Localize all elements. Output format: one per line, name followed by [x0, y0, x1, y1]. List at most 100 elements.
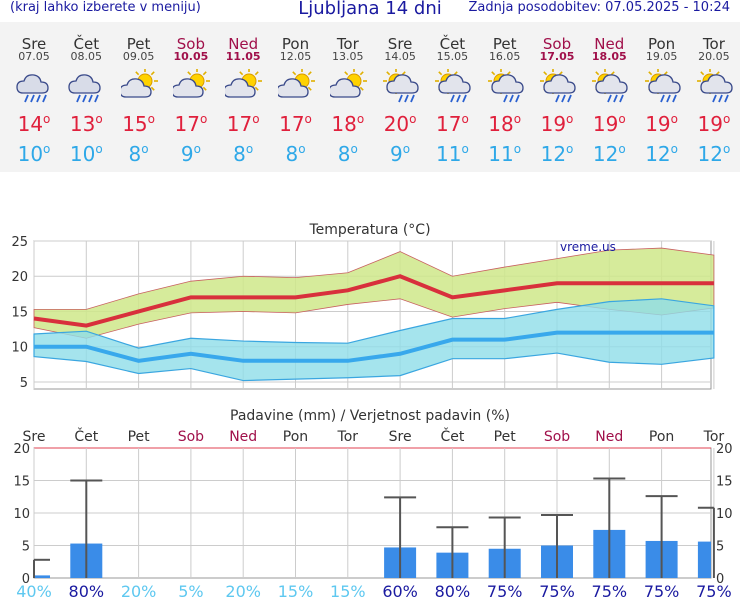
y-tick-label: 15	[13, 475, 30, 490]
sun-cloud-icon	[172, 69, 210, 98]
precipitation-chart: Padavine (mm) / Verjetnost padavin (%) Sr…	[13, 408, 733, 600]
max-temperature: 18o	[479, 112, 531, 136]
min-temperature: 10o	[8, 142, 60, 166]
day-name: Pon	[281, 35, 310, 53]
max-temperature-value: 17	[226, 112, 253, 136]
day-date: 20.05	[698, 50, 730, 63]
degree-symbol: o	[43, 142, 51, 156]
max-temperature-value: 17	[279, 112, 305, 136]
degree-symbol: o	[402, 142, 411, 156]
max-temperature-value: 20	[383, 112, 410, 136]
x-tick-label: Pon	[649, 429, 674, 445]
day-date: 13.05	[332, 50, 364, 63]
day-date: 12.05	[279, 50, 312, 63]
degree-symbol: o	[356, 112, 365, 126]
max-temperature-value: 19	[697, 112, 723, 136]
day-date: 16.05	[488, 50, 521, 63]
x-tick-label: Čet	[74, 427, 98, 445]
degree-symbol: o	[193, 142, 201, 156]
day-name: Tor	[336, 35, 359, 53]
page-title: Ljubljana 14 dni	[298, 0, 442, 19]
precipitation-chart-title: Padavine (mm) / Verjetnost padavin (%)	[230, 408, 510, 424]
rain-cloud-icon	[68, 74, 101, 103]
x-tick-label: Sre	[389, 429, 412, 445]
min-temperature-value: 9	[390, 142, 403, 166]
y-tick-label-right: 0	[716, 572, 724, 587]
sun-rain-icon	[696, 69, 733, 103]
day-name: Pet	[492, 35, 517, 53]
max-temperature-value: 19	[645, 112, 671, 136]
min-temperature: 8o	[322, 142, 374, 166]
day-name: Sre	[21, 35, 47, 53]
y-tick-label: 5	[20, 376, 28, 391]
degree-symbol: o	[245, 142, 254, 156]
degree-symbol: o	[513, 112, 522, 126]
y-tick-label: 25	[11, 235, 28, 250]
max-temperature: 13o	[60, 112, 112, 136]
day-date: 17.05	[539, 50, 575, 63]
degree-symbol: o	[670, 112, 678, 126]
min-temperature-value: 12	[592, 142, 619, 166]
max-temperature-value: 14	[17, 112, 44, 136]
min-temperature: 12o	[531, 142, 583, 166]
degree-symbol: o	[409, 112, 417, 126]
degree-symbol: o	[513, 142, 522, 156]
degree-symbol: o	[461, 142, 469, 156]
min-temperature-value: 8	[233, 142, 246, 166]
degree-symbol: o	[298, 142, 306, 156]
precipitation-range-whisker	[33, 558, 50, 578]
min-temperature-value: 10	[69, 142, 96, 166]
precipitation-range-whisker	[384, 496, 417, 578]
precipitation-probability-label: 75%	[592, 582, 628, 600]
max-temperature: 14o	[8, 112, 60, 136]
min-temperature-range-band	[33, 298, 715, 382]
max-temperature: 17o	[217, 112, 269, 136]
max-temperature: 17o	[165, 112, 217, 136]
min-temperature-value: 8	[337, 142, 351, 166]
degree-symbol: o	[95, 142, 103, 156]
min-temperature: 12o	[688, 142, 740, 166]
day-name: Pon	[647, 35, 676, 53]
min-temperature: 12o	[583, 142, 635, 166]
min-temperature: 11o	[426, 142, 478, 166]
degree-symbol: o	[618, 142, 626, 156]
degree-symbol: o	[461, 112, 469, 126]
min-temperature: 12o	[636, 142, 688, 166]
day-date: 19.05	[645, 50, 678, 63]
min-temperature: 8o	[217, 142, 269, 166]
day-date: 11.05	[225, 50, 261, 63]
precipitation-range-whisker	[645, 495, 678, 578]
y-tick-label-right: 10	[716, 507, 733, 522]
day-date: 08.05	[70, 50, 103, 63]
sun-rain-icon	[644, 69, 681, 103]
min-temperature: 9o	[165, 142, 217, 166]
min-temperature: 11o	[479, 142, 531, 166]
sun-cloud-icon	[329, 69, 367, 98]
day-name: Ned	[594, 35, 625, 53]
min-temperature-value: 8	[285, 142, 299, 166]
x-tick-label: Pon	[283, 429, 308, 445]
y-tick-label: 15	[11, 305, 28, 320]
sun-rain-icon	[435, 69, 472, 103]
degree-symbol: o	[141, 142, 149, 156]
precipitation-range-whisker	[697, 506, 715, 578]
max-temperature: 19o	[583, 112, 635, 136]
max-temperature-value: 19	[540, 112, 567, 136]
temperature-chart: Temperatura (°C) 5 10 15 20 25 vreme.us	[11, 222, 715, 391]
min-temperature-value: 10	[17, 142, 44, 166]
precipitation-probability-label: 75%	[539, 582, 575, 600]
max-temperature-value: 17	[435, 112, 462, 136]
degree-symbol: o	[350, 142, 358, 156]
degree-symbol: o	[199, 112, 208, 126]
y-tick-label: 20	[13, 442, 30, 457]
x-tick-label: Pet	[128, 429, 151, 445]
degree-symbol: o	[252, 112, 260, 126]
y-tick-label: 5	[22, 540, 30, 555]
sun-rain-icon	[592, 69, 628, 103]
x-tick-label: Ned	[229, 429, 257, 445]
y-tick-label-right: 15	[716, 475, 733, 490]
precipitation-probability-label: 20%	[121, 582, 157, 600]
min-temperature-value: 11	[435, 142, 462, 166]
degree-symbol: o	[304, 112, 312, 126]
location-menu-hint[interactable]: (kraj lahko izberete v meniju)	[10, 0, 201, 15]
